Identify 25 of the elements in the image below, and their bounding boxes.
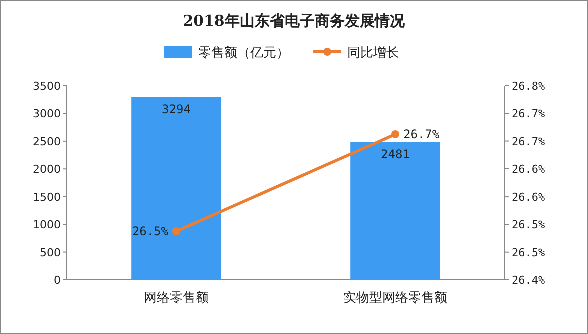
- y2-tick-label: 26.6%: [512, 162, 546, 176]
- y-tick-label: 0: [54, 274, 61, 287]
- y2-tick-label: 26.4%: [512, 274, 546, 287]
- y-tick-label: 2500: [33, 135, 61, 148]
- y-tick-label: 1000: [33, 218, 61, 232]
- x-tick-label: 实物型网络零售额: [344, 291, 448, 306]
- y-tick-label: 500: [40, 246, 61, 260]
- legend-label: 同比增长: [348, 46, 400, 61]
- data-label: 26.7%: [404, 128, 440, 142]
- y2-tick-label: 26.5%: [512, 246, 546, 260]
- data-label: 26.5%: [132, 224, 170, 238]
- y2-tick-label: 26.7%: [512, 135, 546, 148]
- y-tick-label: 3000: [33, 108, 61, 121]
- y2-tick-label: 26.6%: [512, 191, 546, 204]
- data-label: 2481: [381, 147, 410, 162]
- chart-title: 2018年山东省电子商务发展情况: [183, 12, 406, 30]
- y2-tick-label: 26.8%: [512, 80, 546, 93]
- legend-label: 零售额（亿元）: [198, 46, 290, 61]
- x-tick-label: 网络零售额: [144, 291, 209, 306]
- y2-tick-label: 26.5%: [512, 218, 546, 232]
- y-tick-label: 2000: [33, 163, 61, 176]
- y-tick-label: 1500: [33, 190, 61, 204]
- data-label: 3294: [162, 102, 191, 116]
- y2-tick-label: 26.7%: [512, 108, 546, 121]
- y-tick-label: 3500: [33, 80, 61, 93]
